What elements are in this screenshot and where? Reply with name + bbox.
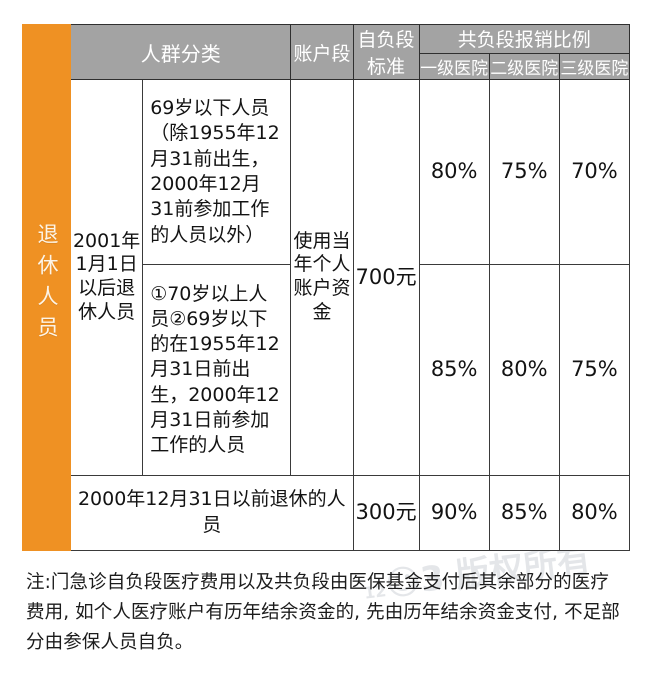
header-account-stage: 账户段	[290, 24, 354, 80]
cell-self-pay-300: 300元	[352, 475, 420, 551]
cell-ratio-r2-level1-text: 85%	[430, 357, 478, 382]
header-hospital-level-1: 一级医院	[418, 52, 490, 81]
cell-ratio-r2-level2-text: 80%	[500, 357, 548, 382]
cell-ratio-r2-level1: 85%	[418, 264, 490, 476]
table-header-row-2: 一级医院 二级医院 三级医院	[23, 52, 631, 81]
footnote-text: 注:门急诊自负段医疗费用以及共负段由医保基金支付后其余部分的医疗费用, 如个人医…	[26, 572, 620, 653]
header-group-classification: 人群分类	[70, 24, 292, 80]
table-header-row-1: 退休人员 人群分类 账户段 自负段标准 共负段报销比例	[21, 24, 631, 551]
cell-self-pay-700: 700元	[352, 79, 420, 476]
cell-ratio-r2-level3: 75%	[558, 264, 631, 476]
cell-ratio-r1-level3-text: 70%	[571, 159, 618, 184]
header-hospital-level-1-label: 一级医院	[420, 58, 489, 79]
cell-ratio-r3-level2-text: 85%	[500, 500, 548, 525]
cell-description-row3-text: 2000年12月31日以前退休的人员	[77, 488, 346, 536]
category-band-retired: 退休人员	[21, 24, 72, 551]
cell-ratio-r3-level1: 90%	[418, 475, 490, 551]
medical-reimbursement-table: 退休人员 人群分类 账户段 自负段标准 共负段报销比例 一级医院 二级医院	[21, 24, 631, 551]
cell-ratio-r1-level2-text: 75%	[500, 159, 548, 184]
cell-description-row1: 69岁以下人员（除1955年12月31前出生，2000年12月31前参加工作的人…	[142, 79, 292, 265]
header-account-stage-label: 账户段	[293, 42, 351, 65]
cell-description-row3: 2000年12月31日以前退休的人员	[70, 475, 354, 551]
cell-description-row1-text: 69岁以下人员（除1955年12月31前出生，2000年12月31前参加工作的人…	[150, 97, 280, 246]
cell-account-stage-value: 使用当年个人账户资金	[290, 79, 354, 476]
table-row: 2001年1月1日以后退休人员 69岁以下人员（除1955年12月31前出生，2…	[23, 79, 631, 476]
cell-ratio-r1-level1-text: 80%	[430, 159, 478, 184]
category-band-label: 退休人员	[35, 223, 60, 347]
header-hospital-level-3-label: 三级医院	[560, 58, 629, 79]
cell-ratio-r3-level3-text: 80%	[571, 500, 618, 525]
cell-ratio-r3-level2: 85%	[488, 475, 560, 551]
header-hospital-level-2-label: 二级医院	[490, 58, 559, 79]
cell-ratio-r2-level3-text: 75%	[571, 357, 618, 382]
header-hospital-level-2: 二级医院	[488, 52, 560, 81]
header-copay-ratio-label: 共负段报销比例	[457, 29, 591, 52]
header-group-classification-label: 人群分类	[140, 41, 221, 66]
header-copay-ratio: 共负段报销比例	[418, 24, 631, 54]
header-self-pay-standard-label: 自负段标准	[357, 29, 415, 78]
cell-description-row2: ①70岁以上人员②69岁以下的在1955年12月31日前出生，2000年12月3…	[142, 264, 292, 476]
cell-retire-period-2001: 2001年1月1日以后退休人员	[70, 79, 144, 476]
header-hospital-level-3: 三级医院	[558, 52, 631, 81]
table-row: ①70岁以上人员②69岁以下的在1955年12月31日前出生，2000年12月3…	[23, 264, 631, 476]
table-row: 2000年12月31日以前退休的人员 300元 90% 85% 80%	[23, 475, 631, 551]
cell-ratio-r1-level1: 80%	[418, 79, 490, 265]
cell-ratio-r1-level3: 70%	[558, 79, 631, 265]
header-self-pay-standard: 自负段标准	[352, 24, 420, 80]
cell-ratio-r3-level3: 80%	[558, 475, 631, 551]
cell-ratio-r2-level2: 80%	[488, 264, 560, 476]
cell-retire-period-2001-label: 2001年1月1日以后退休人员	[72, 229, 141, 323]
cell-self-pay-300-text: 300元	[355, 500, 417, 525]
cell-ratio-r3-level1-text: 90%	[430, 500, 478, 525]
cell-ratio-r1-level2: 75%	[488, 79, 560, 265]
cell-self-pay-700-text: 700元	[355, 264, 417, 289]
cell-description-row2-text: ①70岁以上人员②69岁以下的在1955年12月31日前出生，2000年12月3…	[150, 282, 280, 457]
cell-account-stage-text: 使用当年个人账户资金	[293, 229, 351, 323]
